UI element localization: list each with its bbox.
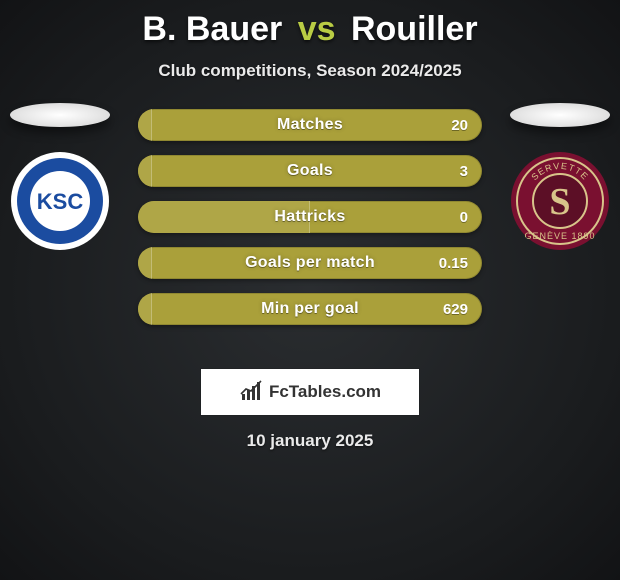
brand-badge: FcTables.com <box>201 369 419 415</box>
stat-value-right: 629 <box>443 293 468 325</box>
player2-name: Rouiller <box>351 10 478 48</box>
player1-marker <box>10 103 110 127</box>
stat-value-right: 3 <box>460 155 468 187</box>
svg-text:KSC: KSC <box>37 189 84 214</box>
right-side: S SERVETTE GENÈVE 1890 <box>506 103 614 251</box>
brand-text: FcTables.com <box>269 382 381 402</box>
stat-value-right: 20 <box>451 109 468 141</box>
stat-value-right: 0 <box>460 201 468 233</box>
stat-row: Hattricks0 <box>138 201 482 233</box>
stat-row: Goals3 <box>138 155 482 187</box>
svg-text:GENÈVE 1890: GENÈVE 1890 <box>524 231 595 241</box>
stat-rows: Matches20 Goals3 Hattricks0 Goals per match… <box>138 109 482 325</box>
stat-row: Goals per match0.15 <box>138 247 482 279</box>
club-logo-right: S SERVETTE GENÈVE 1890 <box>510 151 610 251</box>
stat-label: Goals <box>138 155 482 187</box>
subtitle: Club competitions, Season 2024/2025 <box>0 61 620 81</box>
date-text: 10 january 2025 <box>0 431 620 451</box>
stat-label: Hattricks <box>138 201 482 233</box>
stat-label: Matches <box>138 109 482 141</box>
chart-icon <box>239 380 263 404</box>
stat-value-right: 0.15 <box>439 247 468 279</box>
player1-name: B. Bauer <box>142 10 282 48</box>
vs-label: vs <box>298 10 336 48</box>
player2-marker <box>510 103 610 127</box>
comparison-card: B. Bauer vs Rouiller Club competitions, … <box>0 0 620 580</box>
stats-body: KSC S SERVETTE GENÈVE 1890 Matches20 Goal… <box>0 109 620 349</box>
club-logo-left: KSC <box>10 151 110 251</box>
page-title: B. Bauer vs Rouiller <box>0 0 620 49</box>
left-side: KSC <box>6 103 114 251</box>
stat-row: Min per goal629 <box>138 293 482 325</box>
svg-text:S: S <box>549 181 570 223</box>
stat-label: Goals per match <box>138 247 482 279</box>
stat-row: Matches20 <box>138 109 482 141</box>
stat-label: Min per goal <box>138 293 482 325</box>
